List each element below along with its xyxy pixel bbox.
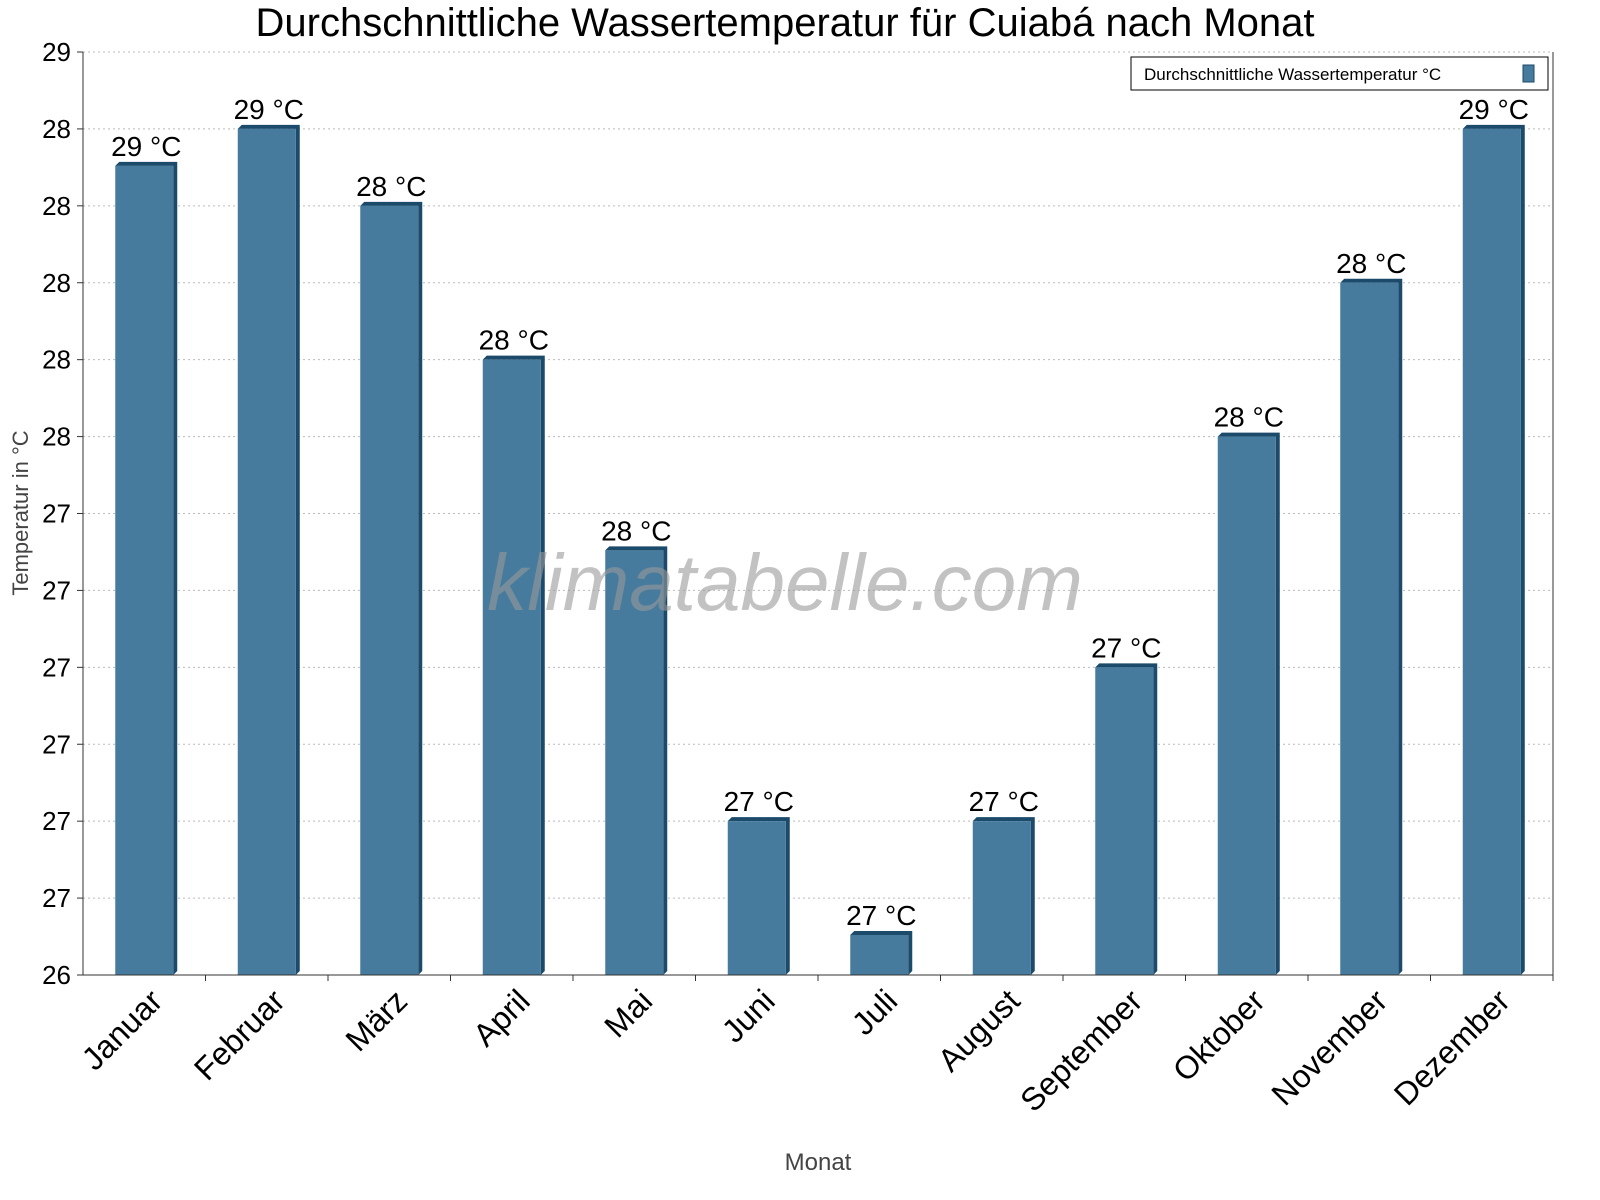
data-label: 29 °C [234,94,304,125]
x-tick-label: Februar [187,982,292,1087]
data-label: 28 °C [1214,402,1284,433]
y-tick-label: 27 [42,883,71,913]
chart-title: Durchschnittliche Wassertemperatur für C… [256,1,1315,45]
x-tick-label: November [1264,982,1394,1112]
bar [115,165,174,975]
watermark: klimatabelle.com [487,538,1083,627]
bar-group: 29 °C [111,131,181,975]
x-tick-label: September [1013,982,1149,1118]
x-tick-label: Juni [715,982,782,1049]
legend-label: Durchschnittliche Wassertemperatur °C [1144,65,1441,84]
bar [1340,282,1399,975]
data-label: 27 °C [724,786,794,817]
x-tick-label: Juli [845,982,904,1041]
y-tick-label: 27 [42,806,71,836]
y-tick-label: 27 [42,575,71,605]
data-label: 28 °C [479,325,549,356]
bar-group: 27 °C [846,900,916,975]
bar-group: 28 °C [1336,248,1406,975]
y-tick-label: 28 [42,268,71,298]
data-label: 28 °C [356,171,426,202]
y-tick-label: 28 [42,422,71,452]
data-label: 27 °C [846,900,916,931]
x-tick-label: Mai [597,982,659,1044]
bar [482,359,541,976]
y-tick-label: 28 [42,191,71,221]
bar [605,550,664,975]
x-axis-label: Monat [785,1149,852,1176]
bar [972,821,1031,975]
x-tick-label: August [931,982,1027,1078]
bar [850,935,909,975]
data-label: 28 °C [601,515,671,546]
data-label: 29 °C [1459,94,1529,125]
bar-group: 28 °C [601,515,671,975]
bar-group: 27 °C [1091,632,1161,975]
bar-group: 29 °C [1459,94,1529,975]
bar-group: 28 °C [1214,402,1284,975]
bar-group: 28 °C [356,171,426,976]
bar [237,128,296,975]
data-label: 27 °C [969,786,1039,817]
bar-group: 27 °C [724,786,794,975]
legend-swatch [1522,64,1535,83]
legend-box [1130,56,1549,91]
y-tick-label: 29 [42,37,71,67]
bar [727,821,786,975]
x-tick-label: Januar [75,982,170,1077]
bar [360,205,419,976]
data-label: 27 °C [1091,632,1161,663]
x-tick-label: Dezember [1387,982,1517,1112]
y-axis-label: Temperatur in °C [8,430,33,595]
bar-group: 27 °C [969,786,1039,975]
bar-group: 28 °C [479,325,549,976]
y-tick-label: 27 [42,652,71,682]
data-label: 29 °C [111,131,181,162]
bar-group: 29 °C [234,94,304,975]
bar [1217,436,1276,975]
y-tick-label: 27 [42,499,71,529]
legend: Durchschnittliche Wassertemperatur °C [1130,56,1549,91]
x-tick-label: März [338,982,414,1058]
bar [1462,128,1521,975]
y-tick-label: 27 [42,729,71,759]
x-tick-label: April [466,982,537,1053]
x-tick-label: Oktober [1166,982,1272,1088]
y-tick-label: 28 [42,345,71,375]
bar [1095,667,1154,975]
y-tick-label: 28 [42,114,71,144]
y-tick-label: 26 [42,960,71,990]
data-label: 28 °C [1336,248,1406,279]
